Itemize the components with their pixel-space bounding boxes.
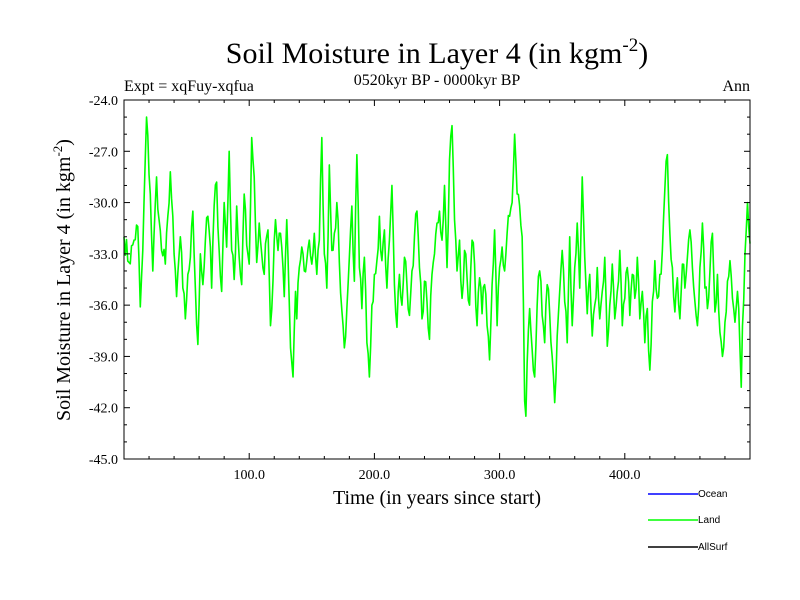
time-range-label: 0520kyr BP - 0000kyr BP — [354, 72, 521, 89]
legend-label-allsurf: AllSurf — [698, 542, 728, 553]
y-tick-label: -24.0 — [89, 94, 118, 109]
y-tick-label: -33.0 — [89, 248, 118, 263]
season-label: Ann — [722, 78, 750, 95]
legend: Ocean Land AllSurf — [648, 489, 728, 553]
x-tick-label: 400.0 — [609, 468, 641, 483]
experiment-label: Expt = xqFuy-xqfua — [124, 78, 254, 95]
series-group — [123, 116, 751, 418]
legend-label-land: Land — [698, 515, 720, 526]
x-axis-title: Time (in years since start) — [333, 487, 541, 509]
y-axis-title: Soil Moisture in Layer 4 (in kgm-2) — [50, 139, 75, 421]
y-tick-label: -30.0 — [89, 197, 118, 212]
y-tick-label: -42.0 — [89, 402, 118, 417]
y-axis: -24.0 -27.0 -30.0 -33.0 -36.0 -39.0 -42.0 -45.0 — [89, 94, 750, 468]
x-tick-label: 300.0 — [484, 468, 516, 483]
y-tick-label: -27.0 — [89, 145, 118, 160]
x-tick-label: 200.0 — [359, 468, 391, 483]
legend-label-ocean: Ocean — [698, 489, 727, 500]
x-tick-label: 100.0 — [233, 468, 265, 483]
y-tick-label: -39.0 — [89, 350, 118, 365]
series-line-land — [123, 116, 751, 418]
y-tick-label: -45.0 — [89, 453, 118, 468]
chart-title: Soil Moisture in Layer 4 (in kgm-2) — [226, 35, 648, 70]
y-tick-label: -36.0 — [89, 299, 118, 314]
plot-frame — [123, 99, 751, 460]
x-axis: 100.0 200.0 300.0 400.0 — [148, 100, 726, 483]
